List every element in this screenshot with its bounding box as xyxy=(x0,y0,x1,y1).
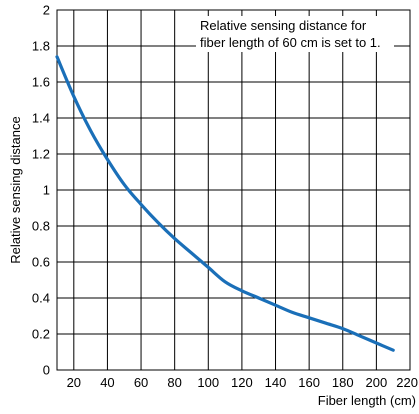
annotation-background xyxy=(196,16,394,52)
x-tick-label: 100 xyxy=(197,375,219,390)
x-tick-label: 200 xyxy=(366,375,388,390)
x-axis-title: Fiber length (cm) xyxy=(318,393,416,408)
y-tick-label: 0 xyxy=(43,363,50,378)
y-tick-label: 1 xyxy=(43,183,50,198)
y-tick-label: 0.8 xyxy=(32,219,50,234)
y-tick-label: 0.6 xyxy=(32,255,50,270)
series-line xyxy=(55,55,395,352)
x-tick-label: 80 xyxy=(167,375,181,390)
y-tick-label: 1.4 xyxy=(32,111,50,126)
plot-frame xyxy=(56,9,411,371)
y-tick-label: 1.6 xyxy=(32,75,50,90)
y-tick-label: 1.8 xyxy=(32,39,50,54)
annotation-line-1: Relative sensing distance for xyxy=(200,18,367,33)
y-tick-labels: 0 0.2 0.4 0.6 0.8 1 1.2 1.4 1.6 1.8 2 xyxy=(32,3,50,378)
grid xyxy=(57,9,411,371)
annotation: Relative sensing distance for fiber leng… xyxy=(200,18,381,50)
x-tick-label: 140 xyxy=(265,375,287,390)
x-tick-label: 40 xyxy=(100,375,114,390)
x-tick-label: 20 xyxy=(67,375,81,390)
x-tick-label: 160 xyxy=(298,375,320,390)
y-tick-label: 2 xyxy=(43,3,50,18)
y-tick-label: 1.2 xyxy=(32,147,50,162)
annotation-line-2: fiber length of 60 cm is set to 1. xyxy=(200,35,381,50)
y-axis-title: Relative sensing distance xyxy=(8,116,23,263)
y-tick-label: 0.4 xyxy=(32,291,50,306)
x-tick-labels: 20 40 60 80 100 120 140 160 180 200 220 xyxy=(67,375,418,390)
x-tick-label: 60 xyxy=(134,375,148,390)
y-tick-label: 0.2 xyxy=(32,327,50,342)
x-tick-label: 180 xyxy=(332,375,354,390)
x-tick-label: 120 xyxy=(231,375,253,390)
x-tick-label: 220 xyxy=(396,375,418,390)
